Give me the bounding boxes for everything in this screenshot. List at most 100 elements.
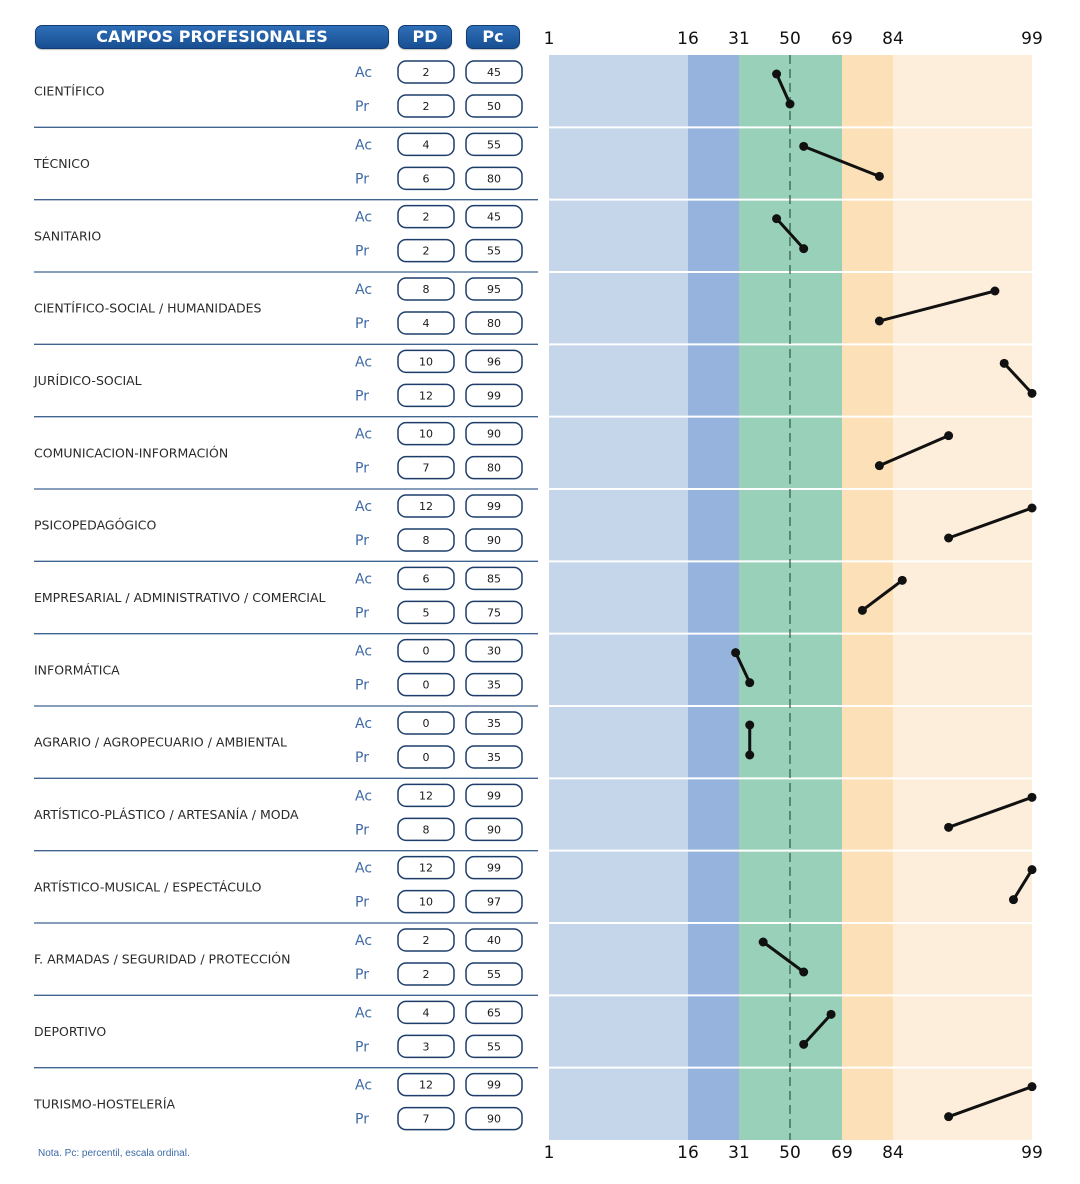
profile-segment xyxy=(861,579,904,612)
tick-label-top: 84 xyxy=(882,29,904,49)
value-box xyxy=(465,277,523,301)
pd-value-ac: 10 xyxy=(419,428,433,441)
profile-segment xyxy=(1003,362,1034,395)
tick-label-bottom: 31 xyxy=(728,1143,750,1163)
field-label: ARTÍSTICO-PLÁSTICO / ARTESANÍA / MODA xyxy=(34,807,299,822)
pd-value-pr: 6 xyxy=(423,172,430,185)
value-box xyxy=(465,711,523,735)
profile-segment xyxy=(734,652,752,684)
pd-value-ac: 2 xyxy=(423,211,430,224)
pc-value-pr: 55 xyxy=(487,245,501,258)
ac-point xyxy=(944,431,954,441)
row-label-ac: Ac xyxy=(355,210,372,226)
row-label-ac: Ac xyxy=(355,282,372,298)
ac-point xyxy=(1027,503,1037,513)
pc-value-ac: 45 xyxy=(487,211,501,224)
value-box xyxy=(465,1072,523,1097)
value-box xyxy=(397,600,455,625)
pd-value-ac: 0 xyxy=(423,717,430,730)
tick-label-top: 69 xyxy=(831,29,853,49)
pr-point xyxy=(874,171,884,181)
value-box xyxy=(465,745,523,769)
ac-point xyxy=(745,720,755,730)
value-box xyxy=(397,238,455,263)
value-box xyxy=(397,166,455,191)
pc-value-ac: 90 xyxy=(487,428,501,441)
tick-label-top: 31 xyxy=(728,29,750,49)
pr-point xyxy=(874,316,884,326)
row-label-pr: Pr xyxy=(355,1039,369,1055)
value-box xyxy=(397,638,455,663)
profile-segment xyxy=(948,506,1033,540)
value-box xyxy=(397,817,455,842)
pd-value-ac: 2 xyxy=(423,66,430,79)
row-label-pr: Pr xyxy=(355,1112,369,1128)
percentile-band xyxy=(790,55,842,1140)
pd-value-pr: 10 xyxy=(419,896,433,909)
field-label: AGRARIO / AGROPECUARIO / AMBIENTAL xyxy=(34,735,287,750)
field-label: CIENTÍFICO xyxy=(34,84,105,99)
field-label: EMPRESARIAL / ADMINISTRATIVO / COMERCIAL xyxy=(34,590,326,605)
value-box xyxy=(465,566,523,591)
pd-value-pr: 0 xyxy=(423,679,430,692)
row-label-ac: Ac xyxy=(355,499,372,515)
pr-point xyxy=(799,1039,809,1049)
profile-segment xyxy=(775,73,792,105)
row-label-ac: Ac xyxy=(355,571,372,587)
row-label-ac: Ac xyxy=(355,861,372,877)
value-box xyxy=(465,349,523,374)
field-label: TÉCNICO xyxy=(33,156,90,171)
value-box xyxy=(397,1072,455,1097)
field-label: SANITARIO xyxy=(34,228,101,243)
field-label: F. ARMADAS / SEGURIDAD / PROTECCIÓN xyxy=(34,952,290,967)
value-box xyxy=(397,672,455,697)
value-box xyxy=(465,421,523,446)
value-box xyxy=(397,1000,455,1025)
pc-value-ac: 99 xyxy=(487,789,501,802)
pc-value-ac: 99 xyxy=(487,862,501,875)
pc-value-pr: 80 xyxy=(487,317,501,330)
value-box xyxy=(397,855,455,880)
pd-value-pr: 7 xyxy=(423,462,430,475)
value-box xyxy=(397,132,455,157)
pr-point xyxy=(944,533,954,543)
row-label-ac: Ac xyxy=(355,137,372,153)
tick-label-bottom: 16 xyxy=(677,1143,699,1163)
pd-value-pr: 4 xyxy=(423,317,430,330)
value-box xyxy=(465,311,523,335)
row-label-pr: Pr xyxy=(355,678,369,694)
pr-point xyxy=(944,1112,954,1122)
pc-column-header: Pc xyxy=(466,25,520,49)
field-label: CIENTÍFICO-SOCIAL / HUMANIDADES xyxy=(34,301,262,316)
pd-value-ac: 4 xyxy=(423,138,430,151)
pc-value-ac: 96 xyxy=(487,355,501,368)
pd-value-pr: 7 xyxy=(423,1113,430,1126)
value-box xyxy=(465,1000,523,1025)
ac-point xyxy=(897,575,907,585)
pc-value-pr: 35 xyxy=(487,751,501,764)
row-label-ac: Ac xyxy=(355,644,372,660)
value-box xyxy=(397,528,455,552)
tick-label-top: 99 xyxy=(1021,29,1043,49)
row-label-pr: Pr xyxy=(355,461,369,477)
value-box xyxy=(397,60,455,84)
value-box xyxy=(465,166,523,191)
value-box xyxy=(397,962,455,986)
value-box xyxy=(465,494,523,518)
field-label: PSICOPEDAGÓGICO xyxy=(34,518,157,533)
pd-value-ac: 8 xyxy=(423,283,430,296)
row-label-ac: Ac xyxy=(355,1005,372,1021)
profile-segment xyxy=(762,940,805,974)
tick-label-bottom: 99 xyxy=(1021,1143,1043,1163)
field-label: JURÍDICO-SOCIAL xyxy=(33,373,142,388)
value-box xyxy=(465,94,523,118)
value-box xyxy=(465,528,523,552)
row-label-pr: Pr xyxy=(355,99,369,115)
field-label: INFORMÁTICA xyxy=(34,662,120,677)
row-label-ac: Ac xyxy=(355,933,372,949)
pd-value-ac: 0 xyxy=(423,645,430,658)
value-box xyxy=(465,783,523,808)
value-box xyxy=(397,745,455,769)
profile-segment xyxy=(1012,868,1034,901)
value-box xyxy=(397,711,455,735)
